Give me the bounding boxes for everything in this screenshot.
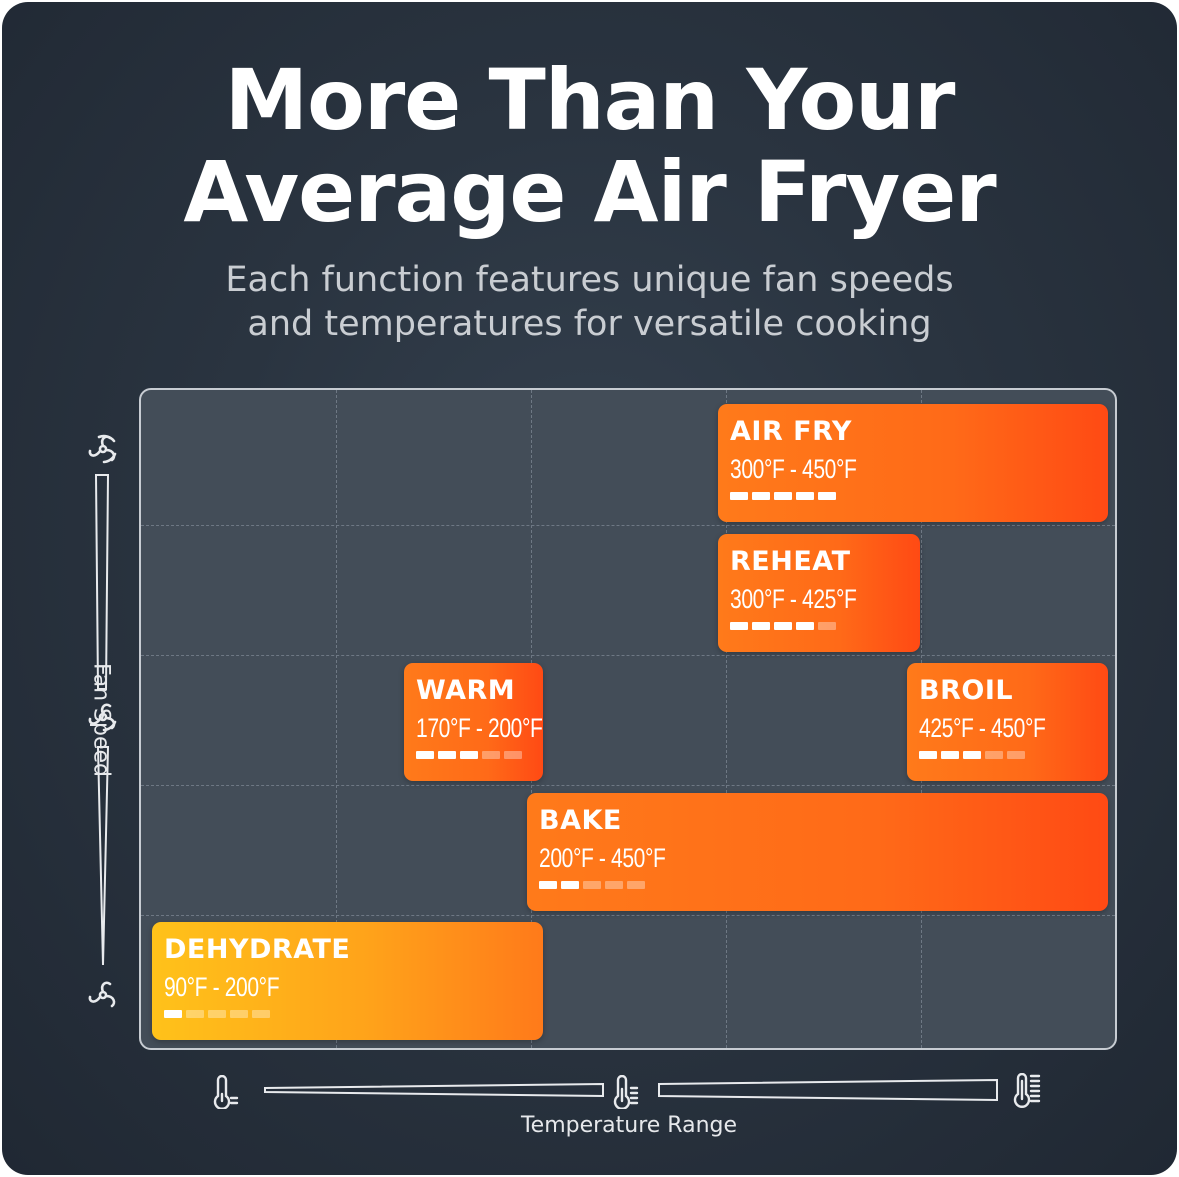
temp-wedge-right — [658, 1078, 998, 1102]
thermometer-low-icon — [213, 1075, 239, 1109]
fan-speed-segment-off — [482, 751, 500, 759]
grid-line-h — [141, 655, 1115, 656]
bar-range-label: 170°F - 200°F — [416, 713, 543, 743]
fan-medium-icon — [88, 703, 117, 732]
title-line-1: More Than Your — [224, 51, 956, 149]
bar-range-label: 90°F - 200°F — [164, 972, 280, 1002]
fan-speed-segment-on — [752, 622, 770, 630]
x-axis-label: Temperature Range — [520, 1113, 738, 1138]
thermometer-high-icon — [1013, 1073, 1041, 1108]
fan-speed-segment-on — [919, 751, 937, 759]
bar-range-label: 200°F - 450°F — [539, 843, 666, 873]
fan-speed-segment-off — [1007, 751, 1025, 759]
thermometer-medium-icon — [613, 1075, 639, 1109]
bar-range-label: 300°F - 450°F — [730, 454, 857, 484]
fan-speed-segment-on — [539, 881, 557, 889]
fan-speed-segment-on — [416, 751, 434, 759]
fan-speed-segment-on — [730, 622, 748, 630]
bar-reheat: REHEAT 300°F - 425°F — [718, 534, 920, 652]
fan-speed-segment-off — [208, 1010, 226, 1018]
fan-high-icon — [88, 434, 117, 464]
fan-speed-segment-off — [230, 1010, 248, 1018]
fan-speed-segment-on — [730, 492, 748, 500]
fan-speed-segment-on — [796, 622, 814, 630]
fan-speed-indicator — [730, 492, 1108, 500]
fan-speed-segment-off — [985, 751, 1003, 759]
fan-speed-segment-on — [818, 492, 836, 500]
fan-speed-indicator — [539, 881, 1108, 889]
bar-label: WARM — [416, 675, 516, 706]
fan-speed-segment-on — [438, 751, 456, 759]
title-line-2: Average Air Fryer — [183, 143, 996, 241]
bar-label: DEHYDRATE — [164, 934, 351, 965]
fan-speed-segment-off — [627, 881, 645, 889]
page-subtitle: Each function features unique fan speeds… — [2, 258, 1177, 346]
fan-speed-segment-on — [561, 881, 579, 889]
bar-range-label: 300°F - 425°F — [730, 584, 857, 614]
bar-air-fry: AIR FRY 300°F - 450°F — [718, 404, 1108, 522]
fan-speed-wedge-bottom — [96, 746, 110, 966]
fan-speed-segment-off — [605, 881, 623, 889]
fan-speed-segment-on — [941, 751, 959, 759]
fan-speed-indicator — [416, 751, 543, 759]
fan-speed-segment-on — [796, 492, 814, 500]
bar-label: BROIL — [919, 675, 1014, 706]
fan-speed-segment-off — [186, 1010, 204, 1018]
bar-bake: BAKE 200°F - 450°F — [527, 793, 1108, 911]
y-axis-label: Fan Speed — [88, 662, 114, 778]
bar-range-label: 425°F - 450°F — [919, 713, 1046, 743]
fan-speed-wedge-top — [94, 474, 110, 690]
fan-low-icon — [88, 981, 116, 1008]
bar-label: REHEAT — [730, 546, 851, 577]
fan-speed-segment-on — [752, 492, 770, 500]
fan-speed-segment-on — [774, 622, 792, 630]
bar-label: BAKE — [539, 805, 622, 836]
fan-speed-segment-off — [583, 881, 601, 889]
fan-speed-segment-off — [252, 1010, 270, 1018]
subtitle-line-2: and temperatures for versatile cooking — [247, 304, 932, 344]
fan-speed-segment-on — [774, 492, 792, 500]
page-title: More Than Your Average Air Fryer — [2, 54, 1177, 238]
grid-line-v — [726, 390, 727, 1048]
fan-speed-segment-on — [963, 751, 981, 759]
fan-speed-indicator — [730, 622, 920, 630]
bar-dehydrate: DEHYDRATE 90°F - 200°F — [152, 922, 543, 1040]
bar-warm: WARM 170°F - 200°F — [404, 663, 543, 781]
fan-speed-segment-on — [164, 1010, 182, 1018]
grid-line-h — [141, 915, 1115, 916]
fan-speed-segment-off — [818, 622, 836, 630]
grid-line-h — [141, 525, 1115, 526]
fan-speed-indicator — [164, 1010, 543, 1018]
fan-speed-segment-on — [460, 751, 478, 759]
bar-label: AIR FRY — [730, 416, 852, 447]
grid-line-v — [336, 390, 337, 1048]
bar-broil: BROIL 425°F - 450°F — [907, 663, 1108, 781]
temp-wedge-left — [264, 1082, 604, 1098]
subtitle-line-1: Each function features unique fan speeds — [225, 260, 954, 300]
fan-speed-segment-off — [504, 751, 522, 759]
grid-line-h — [141, 785, 1115, 786]
fan-speed-indicator — [919, 751, 1108, 759]
